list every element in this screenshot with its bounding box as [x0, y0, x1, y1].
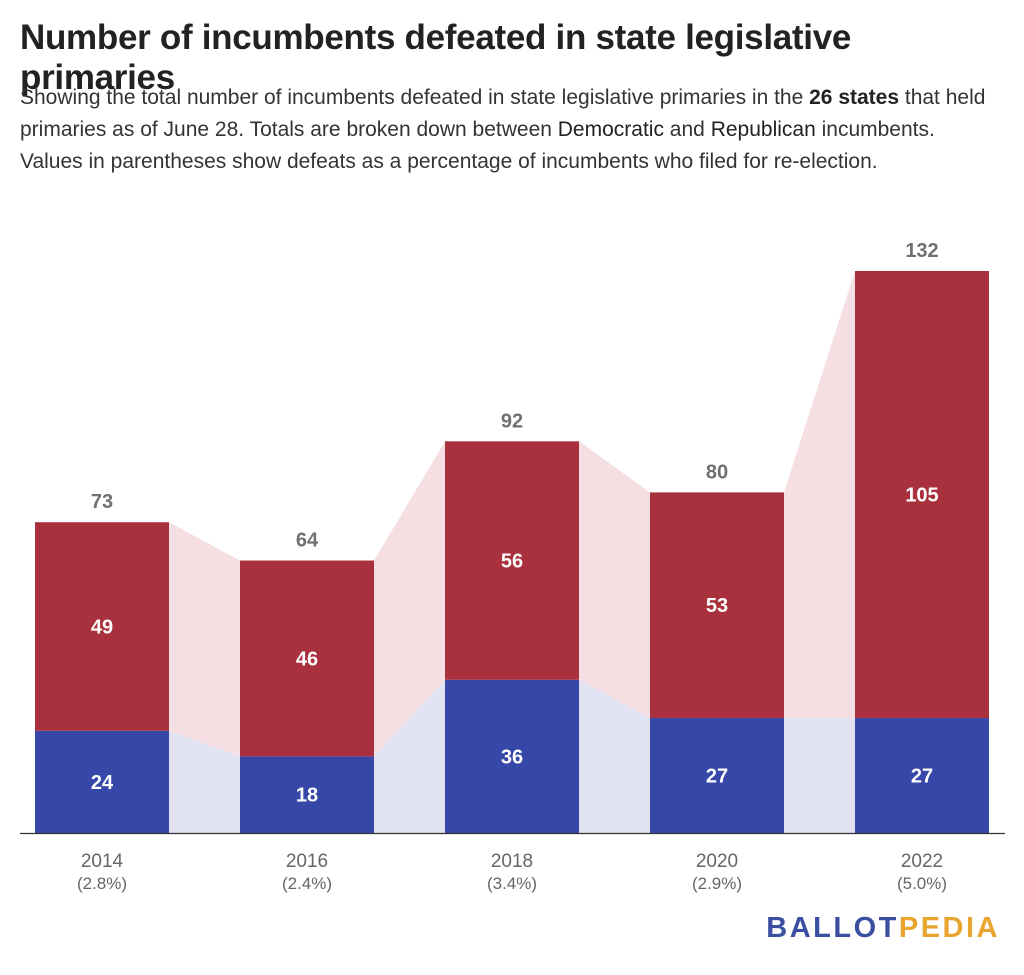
democratic-bar — [445, 679, 579, 833]
total-value-label: 64 — [296, 530, 319, 552]
x-tick-sublabel: (2.9%) — [692, 874, 742, 893]
republican-value-label: 105 — [905, 485, 938, 507]
x-tick-label: 2016 — [286, 851, 328, 872]
republican-bar — [855, 271, 989, 719]
subtitle-democratic: Democratic — [557, 118, 664, 141]
x-tick-sublabel: (3.4%) — [487, 874, 537, 893]
democratic-connector-band — [784, 718, 855, 833]
x-tick-sublabel: (2.8%) — [77, 874, 127, 893]
subtitle-bold-states: 26 states — [809, 86, 900, 109]
democratic-connector-band — [579, 679, 650, 833]
democratic-value-label: 36 — [501, 746, 523, 768]
democratic-bar — [35, 730, 169, 833]
total-value-label: 92 — [501, 410, 523, 432]
subtitle-text-3: and — [663, 118, 711, 141]
x-tick-sublabel: (2.4%) — [282, 874, 332, 893]
total-value-label: 73 — [91, 491, 113, 513]
x-tick-sublabel: (5.0%) — [897, 874, 947, 893]
republican-bar — [240, 560, 374, 757]
democratic-value-label: 27 — [706, 766, 728, 788]
republican-connector-band — [784, 271, 855, 719]
total-value-label: 132 — [905, 240, 938, 262]
democratic-value-label: 24 — [91, 772, 114, 794]
republican-value-label: 46 — [296, 648, 318, 670]
subtitle-text-1: Showing the total number of incumbents d… — [20, 86, 810, 109]
republican-value-label: 49 — [91, 617, 113, 639]
democratic-value-label: 18 — [296, 785, 318, 807]
republican-value-label: 56 — [501, 551, 523, 573]
x-tick-label: 2014 — [81, 851, 124, 872]
republican-value-label: 53 — [706, 595, 728, 617]
democratic-bar — [855, 718, 989, 833]
republican-connector-band — [579, 441, 650, 719]
subtitle-text-4: incumbents. Values in parentheses show d… — [20, 118, 935, 173]
x-tick-label: 2018 — [491, 851, 533, 872]
x-tick-label: 2020 — [696, 851, 738, 872]
ballotpedia-logo: BALLOTPEDIA — [766, 912, 1000, 945]
logo-ballot: BALLOT — [766, 912, 899, 944]
republican-bar — [445, 441, 579, 680]
subtitle-republican: Republican — [710, 118, 816, 141]
republican-connector-band — [374, 441, 445, 757]
democratic-bar — [240, 756, 374, 833]
democratic-bar — [650, 718, 784, 833]
democratic-connector-band — [169, 730, 240, 833]
democratic-connector-band — [374, 679, 445, 833]
democratic-value-label: 27 — [911, 766, 933, 788]
republican-connector-band — [169, 522, 240, 757]
logo-pedia: PEDIA — [898, 912, 1000, 944]
subtitle-text-2: that held primaries as of June 28. Total… — [20, 86, 986, 141]
republican-bar — [35, 522, 169, 731]
chart-title: Number of incumbents defeated in state l… — [20, 18, 852, 97]
total-value-label: 80 — [706, 461, 728, 483]
chart-subtitle: Showing the total number of incumbents d… — [20, 82, 995, 178]
republican-bar — [650, 492, 784, 719]
x-tick-label: 2022 — [901, 851, 943, 872]
